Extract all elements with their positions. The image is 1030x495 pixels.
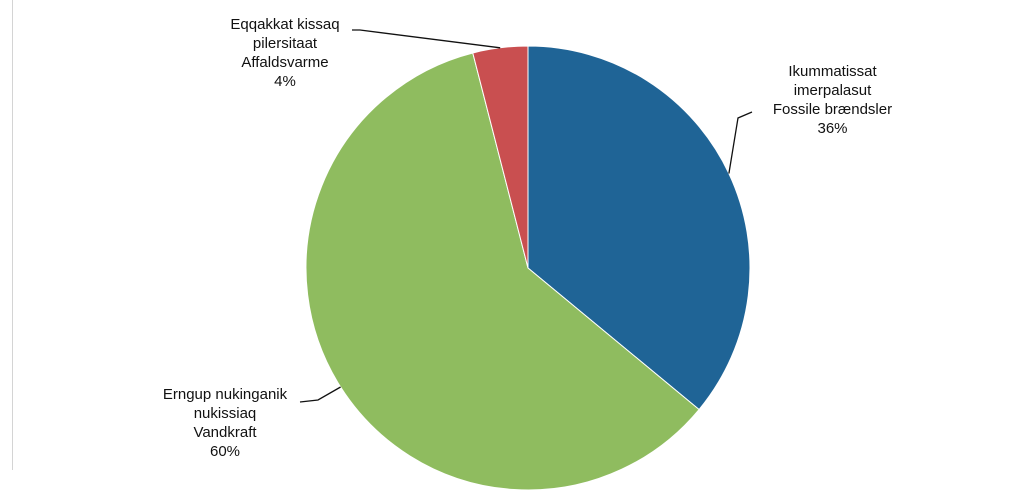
- slice-label-line: nukissiaq: [193, 405, 257, 422]
- slice-label-line: pilersitaat: [252, 35, 318, 52]
- slice-label-line: Vandkraft: [193, 424, 257, 441]
- slice-label-fossil: Ikummatissat imerpalasut Fossile brændsl…: [750, 62, 915, 138]
- slice-label-line: Affaldsvarme: [241, 54, 329, 71]
- slice-percent-label: 60%: [209, 443, 241, 460]
- slice-label-hydro: Erngup nukinganik nukissiaq Vandkraft 60…: [150, 385, 300, 461]
- slice-label-waste-heat: Eqqakkat kissaq pilersitaat Affaldsvarme…: [215, 15, 355, 91]
- slice-label-line: Ikummatissat: [788, 63, 877, 80]
- slice-label-line: Eqqakkat kissaq: [230, 16, 340, 33]
- slice-label-line: imerpalasut: [793, 82, 872, 99]
- slice-percent-label: 4%: [274, 73, 296, 90]
- leader-line-hydro: [299, 386, 341, 403]
- slice-percent-label: 36%: [817, 120, 848, 137]
- leader-line-waste-heat: [352, 29, 501, 49]
- left-border-line: [12, 0, 13, 470]
- leader-line-fossil: [728, 111, 753, 174]
- pie-slice-fossil: [527, 45, 751, 411]
- slice-label-line: Erngup nukinganik: [162, 386, 288, 403]
- slice-label-line: Fossile brændsler: [772, 101, 893, 118]
